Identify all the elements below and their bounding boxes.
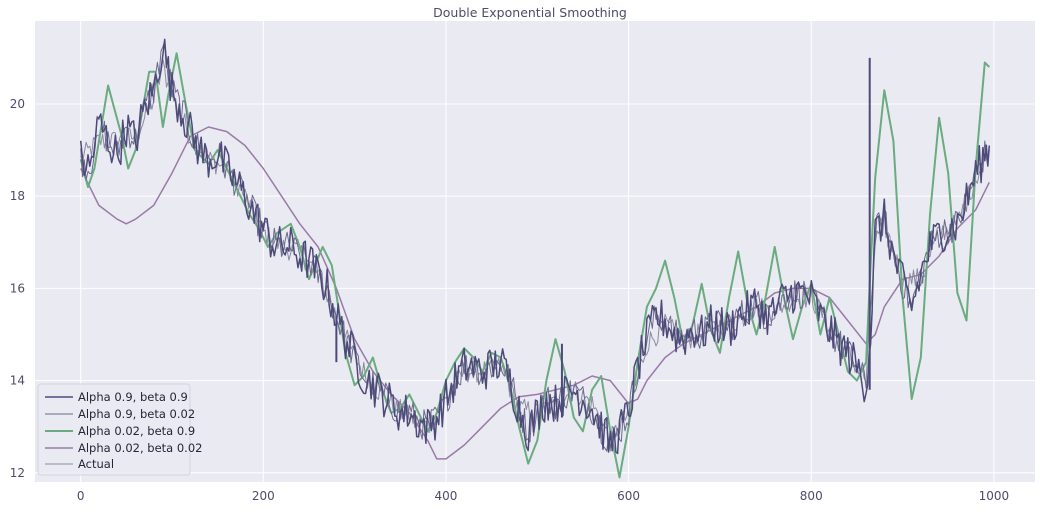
series-line-1 [80, 40, 990, 452]
y-tick-label: 16 [10, 281, 25, 295]
x-tick-label: 200 [252, 489, 275, 503]
legend-label-4: Actual [78, 457, 114, 471]
legend: Alpha 0.9, beta 0.9 Alpha 0.9, beta 0.02… [37, 383, 202, 476]
legend-box [37, 383, 191, 476]
series-line-0 [79, 38, 991, 455]
y-tick-label: 18 [10, 189, 25, 203]
legend-label-2: Alpha 0.02, beta 0.9 [78, 424, 195, 438]
grid [35, 21, 1035, 482]
x-tick-label: 800 [800, 489, 823, 503]
y-tick-label: 20 [10, 97, 25, 111]
series-line-3 [80, 126, 990, 460]
legend-label-1: Alpha 0.9, beta 0.02 [78, 407, 195, 421]
x-tick-label: 1000 [979, 489, 1010, 503]
tick-labels: 0 200 400 600 800 1000 12 14 16 18 20 [10, 97, 1009, 503]
y-tick-label: 14 [10, 374, 25, 388]
y-tick-label: 12 [10, 466, 25, 480]
legend-label-3: Alpha 0.02, beta 0.02 [78, 441, 202, 455]
legend-label-0: Alpha 0.9, beta 0.9 [78, 390, 188, 404]
x-tick-label: 400 [435, 489, 458, 503]
chart-title: Double Exponential Smoothing [433, 5, 627, 20]
x-tick-label: 0 [77, 489, 85, 503]
series-lines [79, 38, 991, 479]
x-tick-label: 600 [617, 489, 640, 503]
